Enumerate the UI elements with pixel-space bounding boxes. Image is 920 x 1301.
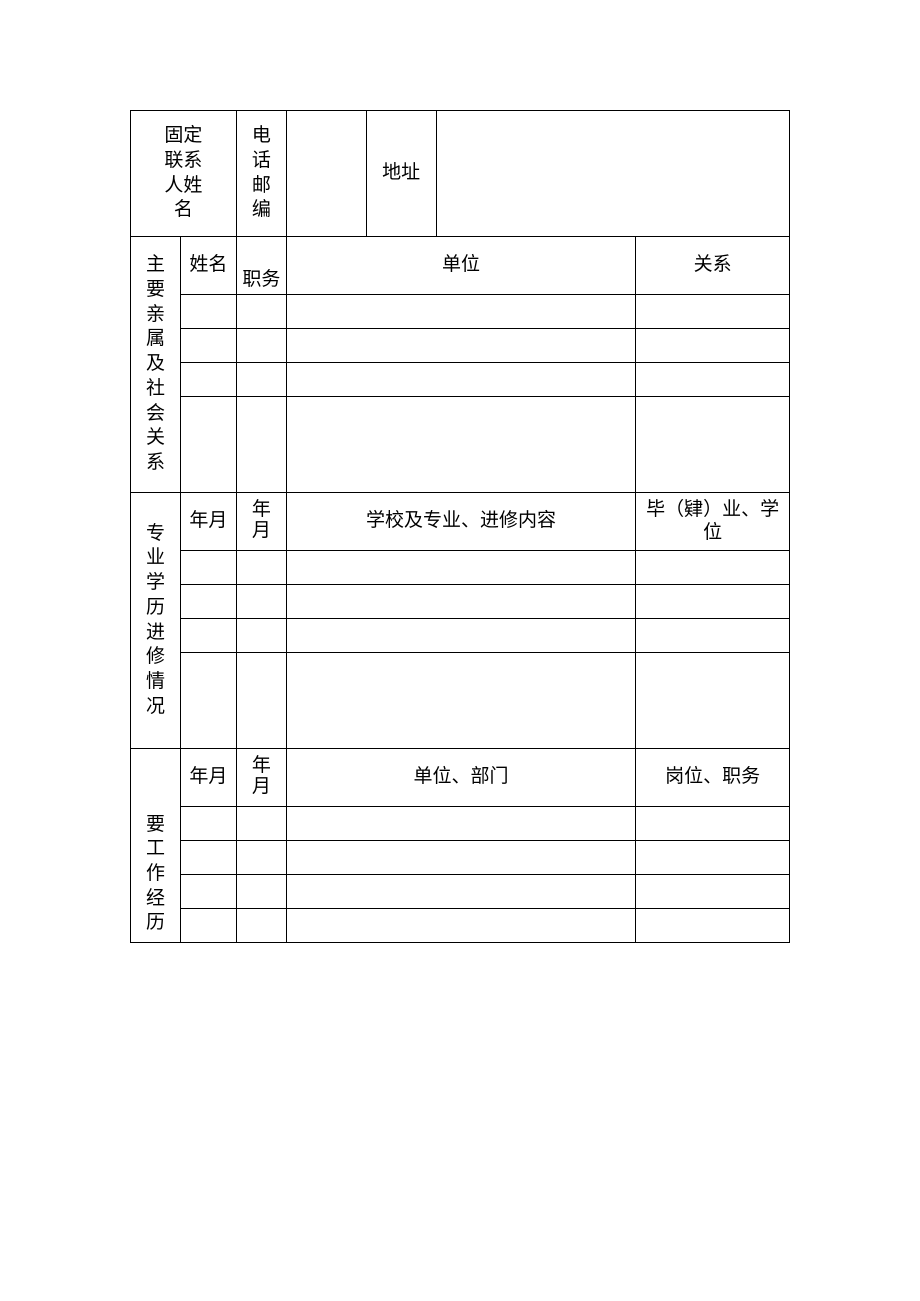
form-table: 固定联系人姓名 电话邮编 地址 主要亲属及社会关系 姓名 职务 单位 关系 专业… (130, 110, 790, 943)
work-row-from[interactable] (180, 875, 236, 909)
work-row-post[interactable] (636, 807, 790, 841)
edu-row-degree[interactable] (636, 551, 790, 585)
col-edu-from: 年月 (180, 493, 236, 551)
col-work-unit: 单位、部门 (286, 749, 635, 807)
work-row-unit[interactable] (286, 841, 635, 875)
col-rel-position: 职务 (236, 237, 286, 295)
rel-row-relation[interactable] (636, 295, 790, 329)
form-page: 固定联系人姓名 电话邮编 地址 主要亲属及社会关系 姓名 职务 单位 关系 专业… (0, 0, 920, 943)
work-row-post[interactable] (636, 841, 790, 875)
rel-row-relation[interactable] (636, 329, 790, 363)
label-relatives-section: 主要亲属及社会关系 (131, 237, 181, 493)
work-row-post[interactable] (636, 875, 790, 909)
edu-row-to[interactable] (236, 585, 286, 619)
rel-row-name[interactable] (180, 329, 236, 363)
edu-row-school[interactable] (286, 619, 635, 653)
edu-row-from[interactable] (180, 585, 236, 619)
work-row-unit[interactable] (286, 909, 635, 943)
work-row-to[interactable] (236, 807, 286, 841)
edu-row-degree[interactable] (636, 653, 790, 749)
col-rel-relation: 关系 (636, 237, 790, 295)
rel-row-relation[interactable] (636, 363, 790, 397)
label-fixed-contact-name: 固定联系人姓名 (131, 111, 237, 237)
rel-row-relation[interactable] (636, 397, 790, 493)
rel-row-name[interactable] (180, 397, 236, 493)
rel-row-position[interactable] (236, 329, 286, 363)
rel-row-position[interactable] (236, 295, 286, 329)
col-work-from: 年月 (180, 749, 236, 807)
rel-row-name[interactable] (180, 295, 236, 329)
edu-row-school[interactable] (286, 653, 635, 749)
edu-row-to[interactable] (236, 619, 286, 653)
edu-row-school[interactable] (286, 551, 635, 585)
edu-row-from[interactable] (180, 653, 236, 749)
work-row-to[interactable] (236, 875, 286, 909)
work-row-from[interactable] (180, 807, 236, 841)
col-work-post: 岗位、职务 (636, 749, 790, 807)
col-work-to: 年月 (236, 749, 286, 807)
work-row-to[interactable] (236, 909, 286, 943)
col-rel-name: 姓名 (180, 237, 236, 295)
rel-row-unit[interactable] (286, 329, 635, 363)
edu-row-to[interactable] (236, 653, 286, 749)
edu-row-degree[interactable] (636, 619, 790, 653)
work-row-from[interactable] (180, 841, 236, 875)
label-work-section: 要工作经历 (131, 749, 181, 943)
rel-row-position[interactable] (236, 397, 286, 493)
rel-row-unit[interactable] (286, 363, 635, 397)
work-row-from[interactable] (180, 909, 236, 943)
work-row-to[interactable] (236, 841, 286, 875)
field-address[interactable] (436, 111, 789, 237)
edu-row-to[interactable] (236, 551, 286, 585)
work-row-unit[interactable] (286, 807, 635, 841)
col-rel-unit: 单位 (286, 237, 635, 295)
field-phone-postal[interactable] (286, 111, 366, 237)
edu-row-from[interactable] (180, 551, 236, 585)
col-edu-degree: 毕（肄）业、学位 (636, 493, 790, 551)
label-address: 地址 (366, 111, 436, 237)
rel-row-name[interactable] (180, 363, 236, 397)
work-row-unit[interactable] (286, 875, 635, 909)
label-education-section: 专业学历 进修情况 (131, 493, 181, 749)
rel-row-unit[interactable] (286, 397, 635, 493)
col-edu-school: 学校及专业、进修内容 (286, 493, 635, 551)
edu-row-degree[interactable] (636, 585, 790, 619)
work-row-post[interactable] (636, 909, 790, 943)
edu-row-from[interactable] (180, 619, 236, 653)
edu-row-school[interactable] (286, 585, 635, 619)
label-phone-postal: 电话邮编 (236, 111, 286, 237)
col-edu-to: 年月 (236, 493, 286, 551)
rel-row-position[interactable] (236, 363, 286, 397)
rel-row-unit[interactable] (286, 295, 635, 329)
